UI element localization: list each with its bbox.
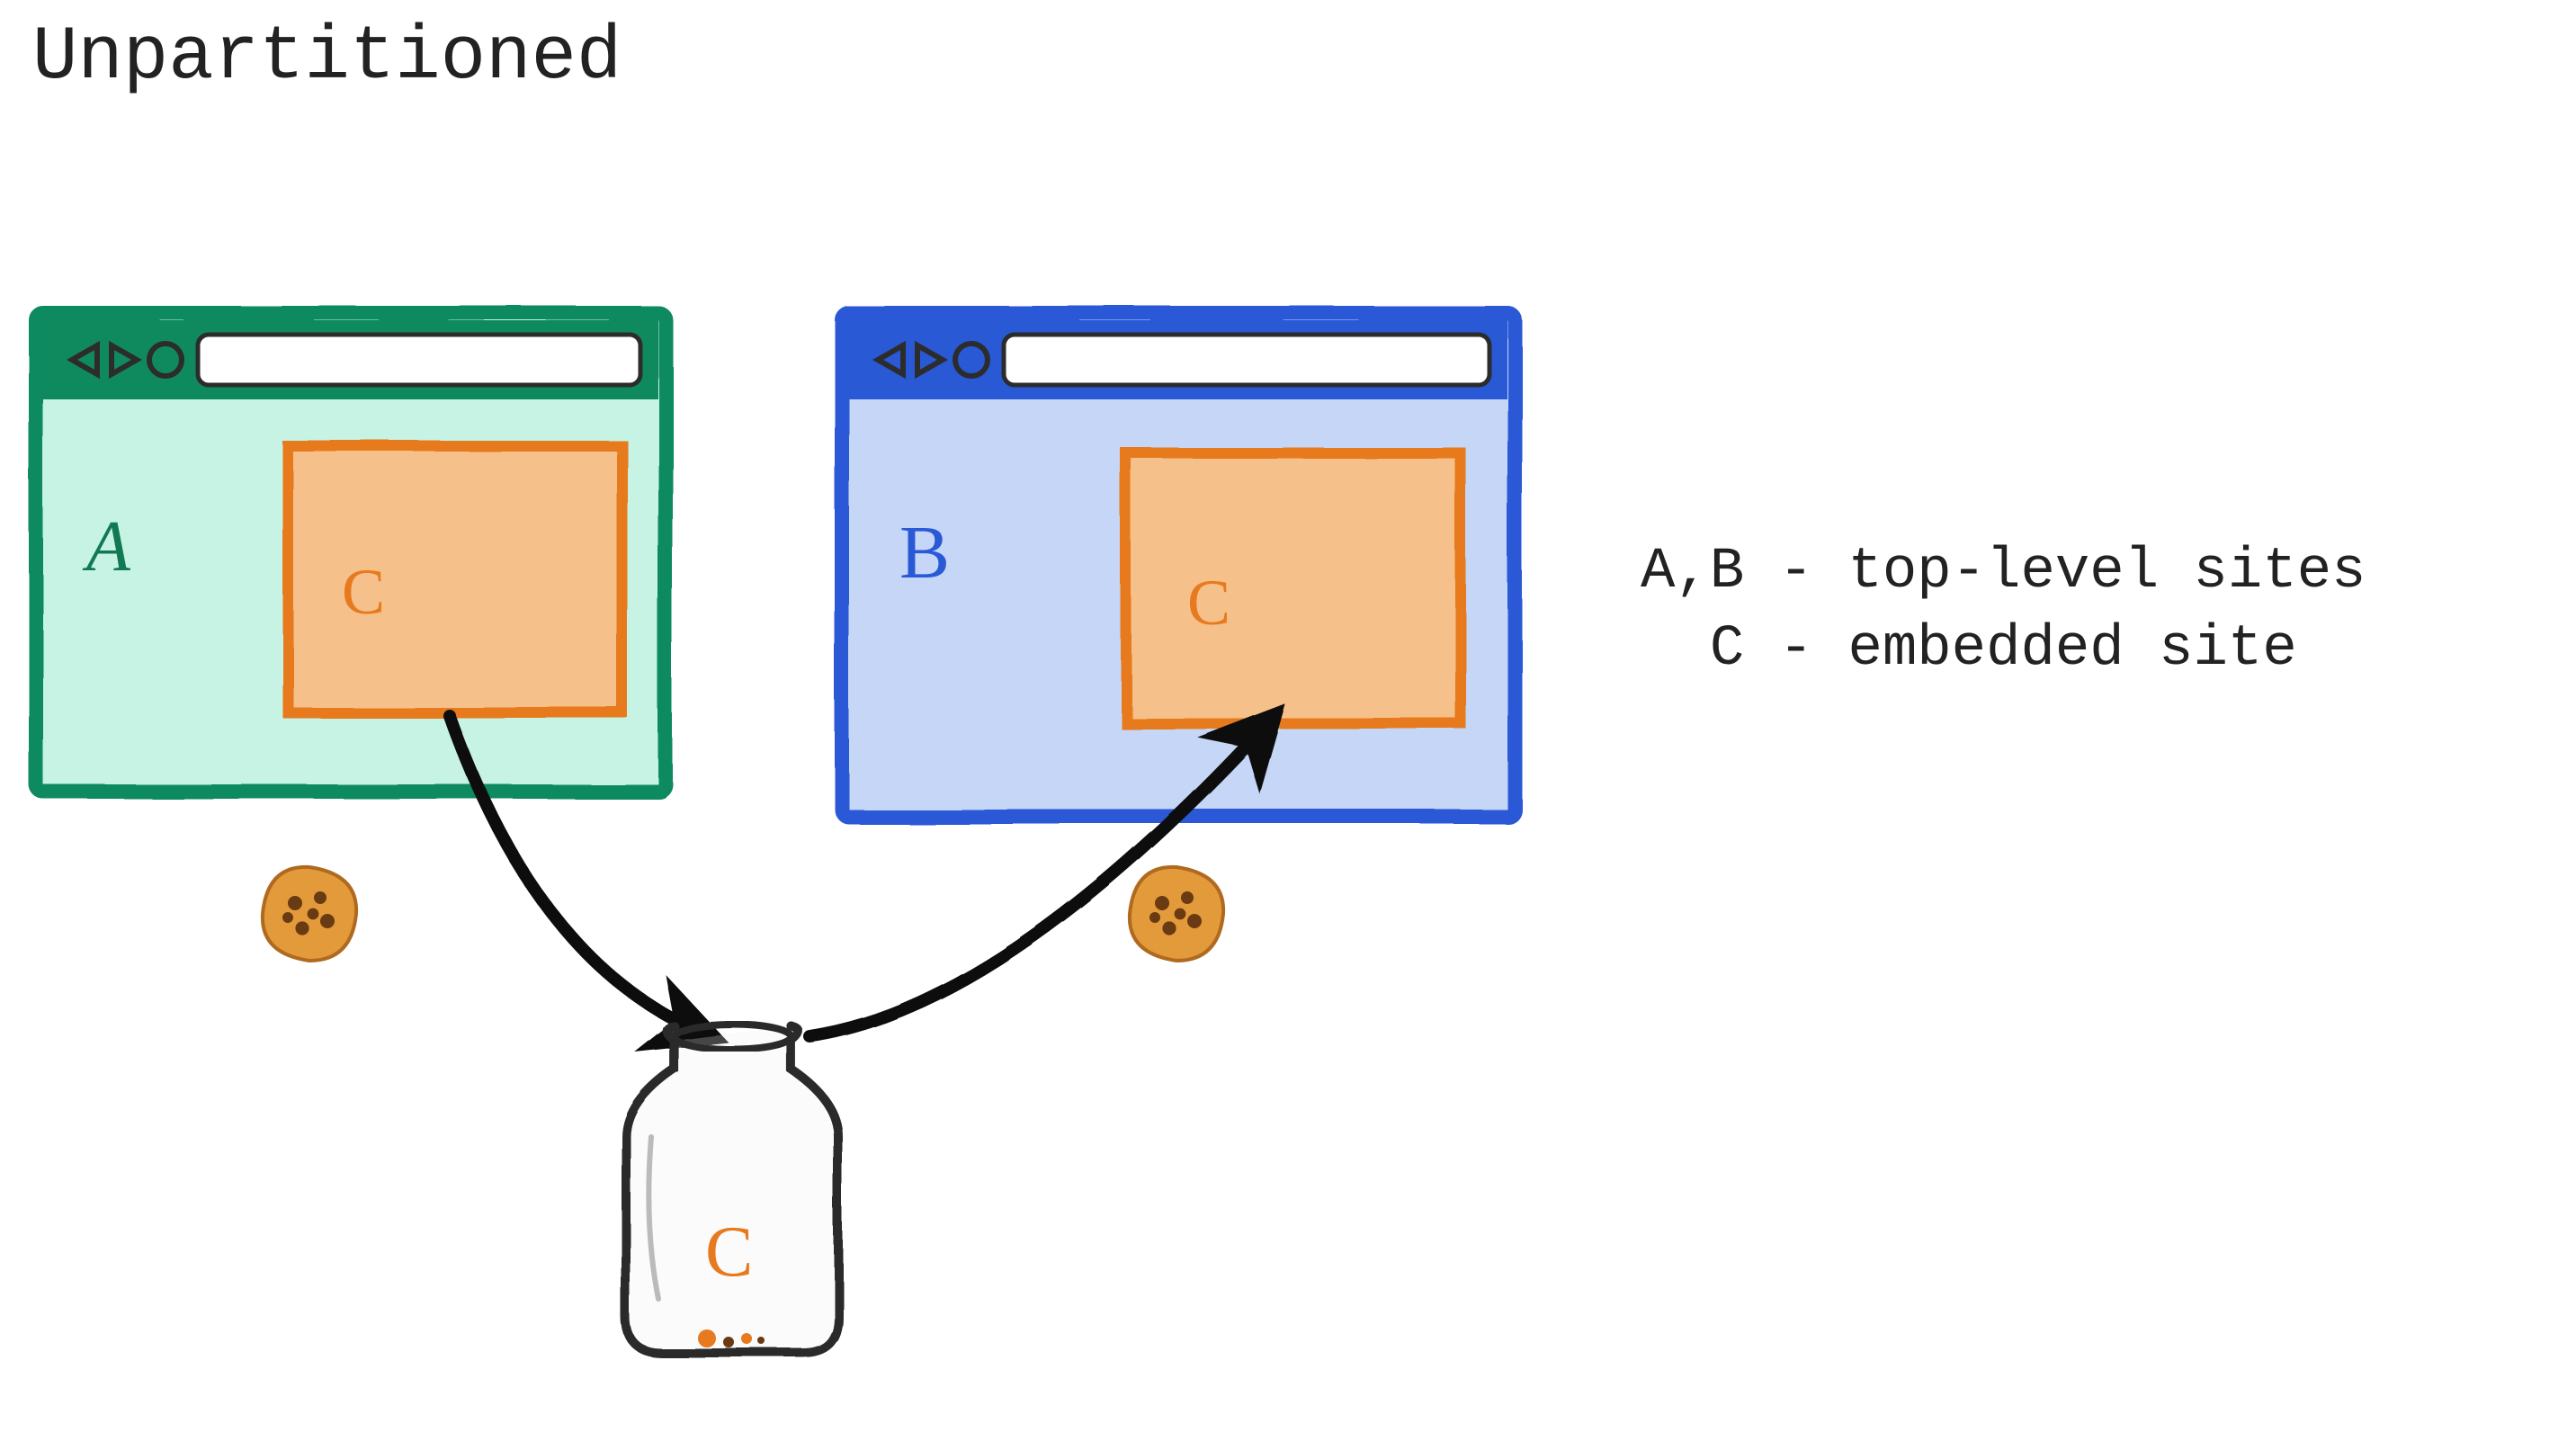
diagram-title: Unpartitioned — [32, 14, 622, 101]
cookie-icon — [263, 867, 356, 961]
embed-a-label: C — [342, 554, 385, 630]
jar-outline — [626, 1025, 838, 1353]
cookie-icons — [263, 867, 1223, 961]
legend-text: A,B - top-level sites C - embedded site — [1641, 533, 2366, 688]
jar-label: C — [705, 1209, 753, 1293]
embedded-frame-b — [1126, 453, 1461, 723]
cookie-icon — [1130, 867, 1223, 961]
browser-b-label: B — [899, 511, 950, 597]
cookie-jar — [626, 1024, 838, 1353]
embed-b-label: C — [1187, 565, 1230, 640]
embedded-frame-a — [288, 446, 622, 712]
browser-a-label: A — [86, 504, 130, 588]
diagram-canvas — [0, 0, 2576, 1450]
address-bar — [1004, 335, 1489, 385]
address-bar — [198, 335, 640, 385]
